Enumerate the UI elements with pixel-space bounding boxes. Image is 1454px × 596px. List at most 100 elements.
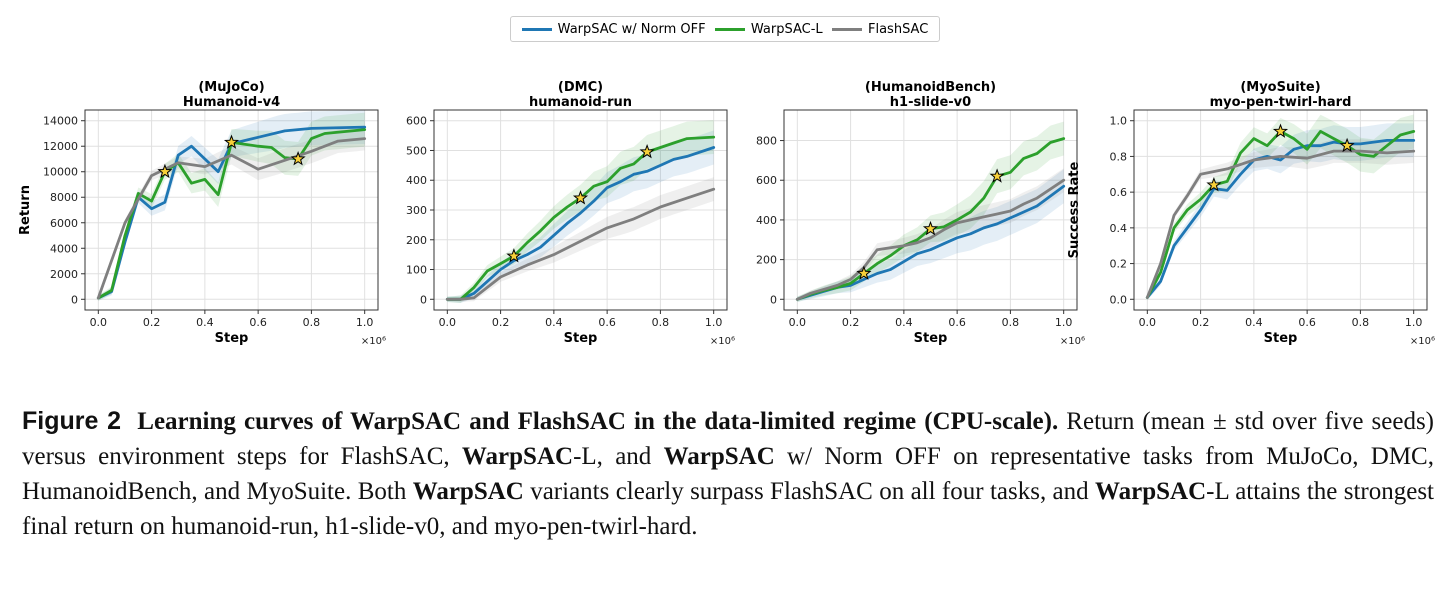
std-band: [98, 110, 365, 301]
x-axis-multiplier: ×10⁶: [710, 336, 735, 347]
y-tick-label: 0: [420, 293, 427, 306]
std-band: [1147, 139, 1414, 300]
x-axis-label: Step: [1264, 331, 1298, 346]
y-tick-label: 300: [406, 204, 427, 217]
legend-label: FlashSAC: [868, 21, 929, 37]
plot-area: [1134, 110, 1427, 310]
x-tick-label: 0.8: [652, 316, 670, 329]
x-tick-label: 0.2: [143, 316, 161, 329]
chart-title: (MyoSuite): [1240, 80, 1320, 95]
milestone-star-marker: [1339, 137, 1355, 153]
y-axis-label: Success Rate: [1067, 161, 1082, 258]
y-tick-label: 6000: [50, 217, 78, 230]
y-tick-label: 0.2: [1110, 258, 1128, 271]
x-tick-label: 0.6: [1298, 316, 1316, 329]
x-tick-label: 0.2: [1192, 316, 1210, 329]
legend-swatch: [521, 27, 552, 31]
y-tick-label: 0: [770, 293, 777, 306]
chart-subtitle: Humanoid-v4: [183, 95, 280, 110]
legend-item-warpsac-l: WarpSAC-L: [714, 21, 823, 37]
y-tick-label: 200: [756, 254, 777, 267]
chart-title: (MuJoCo): [198, 80, 264, 95]
x-axis-multiplier: ×10⁶: [361, 336, 386, 347]
y-tick-label: 500: [406, 144, 427, 157]
x-tick-label: 0.6: [598, 316, 616, 329]
axes-frame: [84, 109, 379, 311]
std-band: [1147, 114, 1414, 301]
axes-frame: [783, 109, 1078, 311]
x-tick-label: 1.0: [1405, 316, 1423, 329]
milestone-star-marker: [157, 163, 173, 179]
milestone-star-marker: [572, 190, 589, 205]
x-tick-label: 0.0: [90, 316, 108, 329]
legend-swatch: [832, 27, 862, 31]
series-line: [795, 178, 1066, 301]
milestone-star-marker: [506, 248, 522, 263]
chart-panel-2: 0.0 0.2 0.4 0.6 0.8 1.0 0 100 200 300 400 500 600 (DM…: [406, 80, 735, 347]
y-tick-label: 0.0: [1110, 293, 1128, 306]
milestone-star-marker: [290, 151, 306, 166]
legend-label: WarpSAC-L: [750, 21, 823, 37]
milestone-star-marker: [856, 265, 872, 280]
caption-text: w/ Norm OFF on representative tasks from…: [22, 443, 1434, 505]
y-tick-label: 0.8: [1110, 150, 1128, 163]
series-line: [445, 187, 716, 301]
x-axis-label: Step: [564, 331, 598, 346]
x-tick-label: 0.2: [842, 316, 860, 329]
y-tick-label: 400: [406, 174, 427, 187]
y-tick-label: 400: [756, 214, 777, 227]
caption-method-name: WarpSAC: [1095, 478, 1207, 505]
y-tick-label: 0.4: [1110, 222, 1128, 235]
chart-title: (DMC): [558, 80, 603, 95]
x-tick-label: 0.2: [492, 316, 510, 329]
caption-text: variants clearly surpass FlashSAC on all…: [523, 478, 1096, 505]
x-tick-label: 0.0: [439, 316, 457, 329]
x-axis-label: Step: [914, 331, 948, 346]
std-band: [797, 121, 1064, 302]
x-tick-label: 0.0: [1139, 316, 1157, 329]
milestone-star-marker: [1206, 177, 1222, 192]
caption-method-name: WarpSAC: [663, 443, 775, 470]
caption-text: -L, and: [573, 443, 664, 470]
x-tick-label: 1.0: [705, 316, 723, 329]
y-tick-label: 12000: [43, 140, 78, 153]
x-tick-label: 0.4: [895, 316, 913, 329]
legend-item-warpsac-norm-off: WarpSAC w/ Norm OFF: [521, 21, 706, 37]
y-tick-label: 0: [71, 293, 78, 306]
chart-subtitle: myo-pen-twirl-hard: [1210, 95, 1352, 110]
caption-method-name: WarpSAC: [461, 443, 574, 470]
y-tick-label: 0.6: [1110, 186, 1128, 199]
y-tick-label: 800: [756, 135, 777, 148]
chart-title: (HumanoidBench): [865, 80, 996, 95]
milestone-star-marker: [989, 168, 1005, 183]
caption-text: -L attains the strongest final return on…: [22, 478, 1435, 540]
milestone-star-marker: [1272, 123, 1289, 138]
x-tick-label: 0.4: [545, 316, 563, 329]
x-tick-label: 1.0: [356, 316, 374, 329]
y-tick-label: 600: [756, 174, 777, 187]
x-tick-label: 0.4: [1245, 316, 1263, 329]
y-tick-label: 200: [406, 234, 427, 247]
x-axis-multiplier: ×10⁶: [1060, 336, 1085, 347]
chart-subtitle: h1-slide-v0: [890, 95, 971, 110]
y-tick-label: 14000: [43, 115, 78, 128]
caption-title: Learning curves of WarpSAC and FlashSAC …: [137, 408, 1059, 435]
y-tick-label: 8000: [50, 191, 78, 204]
legend-label: WarpSAC w/ Norm OFF: [557, 21, 706, 37]
legend-swatch: [714, 27, 745, 31]
milestone-star-marker: [922, 220, 939, 236]
figure-caption: Figure 2 Learning curves of WarpSAC and …: [22, 404, 1434, 544]
x-tick-label: 0.8: [303, 316, 321, 329]
y-axis-label: Return: [18, 185, 33, 235]
x-tick-label: 0.4: [196, 316, 214, 329]
x-tick-label: 0.8: [1352, 316, 1370, 329]
x-tick-label: 0.8: [1002, 316, 1020, 329]
series-line: [445, 146, 716, 301]
milestone-star-marker: [223, 134, 240, 149]
figure-label: Figure 2: [22, 407, 122, 435]
x-tick-label: 1.0: [1055, 316, 1073, 329]
axes-frame: [1133, 109, 1428, 311]
y-tick-label: 1.0: [1110, 115, 1128, 128]
x-tick-label: 0.6: [249, 316, 267, 329]
chart-panel-1: 0.0 0.2 0.4 0.6 0.8 1.0 0 2000 4000 6000 8000 10000…: [18, 80, 386, 347]
